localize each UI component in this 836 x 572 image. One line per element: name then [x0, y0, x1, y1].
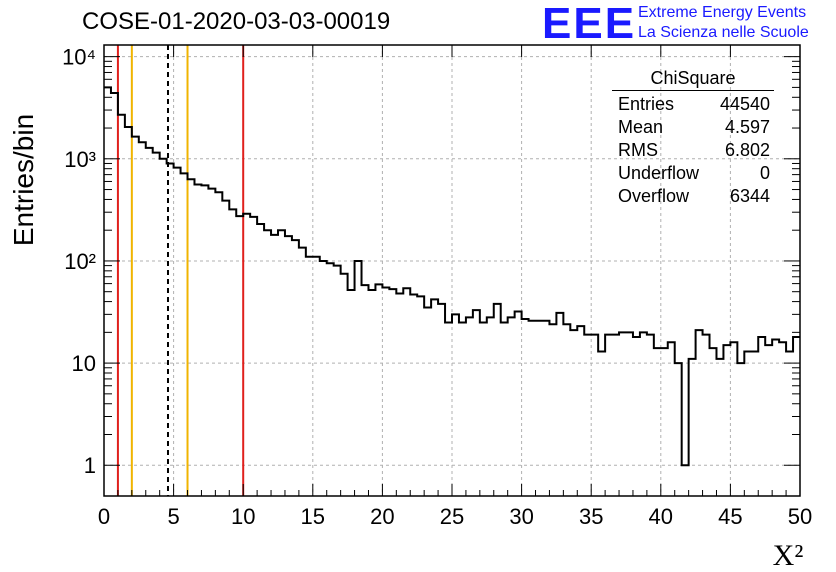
- y-tick-label: 10²: [64, 249, 96, 274]
- stats-label: Underflow: [618, 163, 700, 183]
- stats-label: Mean: [618, 117, 664, 137]
- stats-row-entries: Entries 44540: [612, 93, 774, 116]
- x-tick-label: 5: [167, 504, 179, 529]
- stats-title: ChiSquare: [612, 68, 774, 91]
- stats-value: 0: [759, 163, 770, 183]
- stats-value: 4.597: [724, 117, 770, 137]
- y-axis-label: Entries/bin: [8, 113, 39, 247]
- logo-mark: EEE: [542, 0, 637, 48]
- stats-row-underflow: Underflow 0: [612, 162, 774, 185]
- y-axis-ticks: 1 10 10² 10³ 10⁴: [62, 45, 800, 478]
- x-axis-ticks: 0 5 10 15 20 25 30 35 40 45 50: [98, 45, 812, 529]
- y-tick-label: 10⁴: [62, 45, 96, 70]
- y-tick-label: 10³: [64, 147, 96, 172]
- x-tick-label: 20: [370, 504, 394, 529]
- stats-value: 44540: [719, 94, 770, 114]
- x-axis-label: X²: [773, 539, 804, 572]
- x-tick-label: 30: [509, 504, 533, 529]
- x-tick-label: 25: [440, 504, 464, 529]
- stats-label: Overflow: [618, 186, 690, 206]
- logo-line-2: La Scienza nelle Scuole: [638, 24, 809, 41]
- logo-line-1: Extreme Energy Events: [638, 4, 807, 21]
- stats-row-overflow: Overflow 6344: [612, 185, 774, 208]
- x-tick-label: 50: [788, 504, 812, 529]
- y-tick-label: 10: [72, 351, 96, 376]
- stats-label: Entries: [618, 94, 675, 114]
- stats-value: 6.802: [724, 140, 770, 160]
- x-tick-label: 15: [301, 504, 325, 529]
- y-axis-label-wrap: Entries/bin: [8, 114, 39, 380]
- stats-box: ChiSquare Entries 44540 Mean 4.597 RMS 6…: [612, 68, 774, 208]
- stats-label: RMS: [618, 140, 658, 160]
- y-tick-label: 1: [84, 453, 96, 478]
- stats-value: 6344: [729, 186, 770, 206]
- chart-title: COSE-01-2020-03-03-00019: [82, 8, 391, 35]
- x-tick-label: 10: [231, 504, 255, 529]
- x-tick-label: 35: [579, 504, 603, 529]
- x-tick-label: 45: [718, 504, 742, 529]
- x-tick-label: 0: [98, 504, 110, 529]
- stats-row-rms: RMS 6.802: [612, 139, 774, 162]
- threshold-lines: [116, 45, 245, 496]
- x-tick-label: 40: [649, 504, 673, 529]
- stats-row-mean: Mean 4.597: [612, 116, 774, 139]
- histogram-series: [104, 86, 800, 467]
